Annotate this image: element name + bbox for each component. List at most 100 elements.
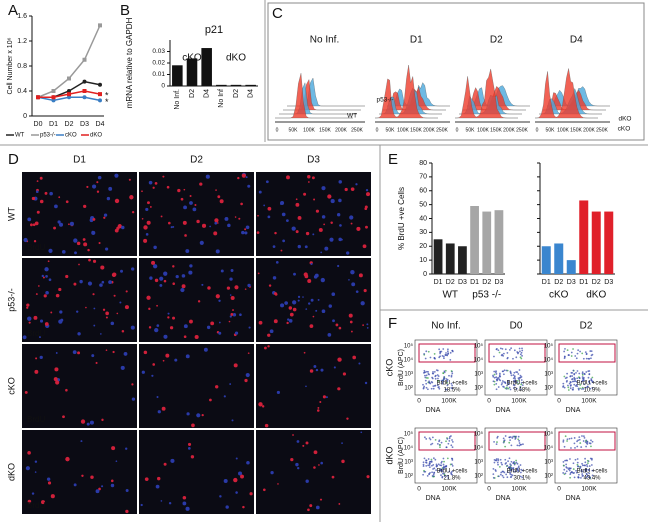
event — [512, 374, 515, 376]
cell — [33, 240, 37, 243]
cell — [228, 320, 231, 323]
gate-label: BrdU +cells — [507, 381, 538, 387]
cell — [146, 295, 151, 300]
event — [569, 375, 572, 378]
event — [564, 435, 567, 438]
event — [520, 381, 523, 384]
cell — [96, 190, 100, 193]
event — [424, 470, 427, 473]
event — [427, 377, 429, 379]
cell — [39, 199, 44, 204]
micrograph — [139, 344, 254, 428]
event — [505, 388, 508, 390]
cell — [180, 287, 185, 293]
event — [581, 352, 584, 355]
cell — [35, 190, 39, 194]
cell — [141, 190, 143, 193]
cell — [199, 240, 204, 245]
cell — [172, 282, 176, 285]
event — [585, 371, 588, 373]
cell — [145, 207, 149, 212]
cell — [68, 223, 70, 226]
event — [585, 473, 588, 475]
event — [578, 376, 580, 379]
event — [579, 384, 582, 386]
event — [518, 439, 520, 442]
cell — [338, 503, 341, 505]
event — [565, 470, 568, 473]
y-tick-label: 10³ — [404, 460, 413, 466]
event — [503, 440, 506, 443]
event — [512, 462, 515, 465]
cell — [38, 285, 40, 287]
cell — [311, 176, 315, 180]
marker — [51, 95, 56, 100]
event — [426, 388, 429, 391]
cell — [111, 446, 116, 451]
event — [509, 371, 512, 374]
event — [422, 463, 425, 466]
gate-label: BrdU +cells — [437, 469, 468, 475]
bar — [566, 260, 576, 274]
event — [430, 443, 432, 446]
event — [590, 445, 592, 448]
cell — [217, 195, 221, 199]
cell — [166, 185, 170, 189]
event — [573, 378, 576, 381]
event — [586, 443, 589, 445]
y-tick-label: 0 — [161, 83, 165, 90]
event — [442, 379, 445, 382]
event — [425, 438, 428, 440]
histogram — [283, 79, 361, 111]
event — [448, 440, 451, 442]
cell — [363, 289, 367, 293]
x-tick-label: D2 — [233, 89, 240, 98]
y-tick-label: 20 — [419, 243, 427, 250]
cell — [338, 326, 342, 330]
gate — [418, 343, 476, 363]
cell — [189, 264, 193, 268]
cell — [42, 276, 45, 279]
column-label: D0 — [510, 321, 523, 332]
cell — [322, 395, 326, 399]
x-tick-label: 0 — [536, 127, 539, 133]
x-tick-label: 50K — [546, 127, 556, 133]
event — [569, 381, 572, 383]
legend-label: cKO — [65, 133, 77, 139]
event — [572, 369, 575, 372]
cell — [290, 457, 294, 462]
event — [584, 351, 587, 354]
event — [431, 471, 433, 474]
cell — [277, 483, 279, 485]
micrograph — [256, 430, 371, 514]
x-axis-label: DNA — [496, 495, 511, 502]
cell — [288, 319, 293, 323]
event — [429, 356, 432, 359]
cell — [245, 225, 250, 230]
event — [445, 440, 447, 443]
event — [519, 353, 522, 356]
event — [562, 472, 565, 474]
event — [569, 458, 571, 460]
event — [447, 442, 450, 445]
x-tick-label: 200K — [423, 127, 435, 133]
cell — [310, 262, 313, 266]
event — [581, 464, 584, 467]
event — [493, 355, 495, 358]
y-tick-label: 0 — [23, 113, 27, 120]
cell — [295, 198, 298, 201]
annotation: * — [105, 97, 109, 107]
event — [509, 439, 512, 442]
y-tick-label: 10⁴ — [544, 445, 554, 452]
cell — [55, 352, 58, 354]
cell — [247, 283, 251, 288]
event — [423, 385, 426, 388]
cell — [163, 462, 167, 466]
cell — [341, 442, 343, 444]
cell — [130, 325, 135, 330]
cell — [23, 237, 28, 243]
row-label: cKO — [6, 377, 16, 395]
event — [425, 350, 428, 353]
cell — [258, 320, 263, 325]
cell — [34, 460, 38, 463]
